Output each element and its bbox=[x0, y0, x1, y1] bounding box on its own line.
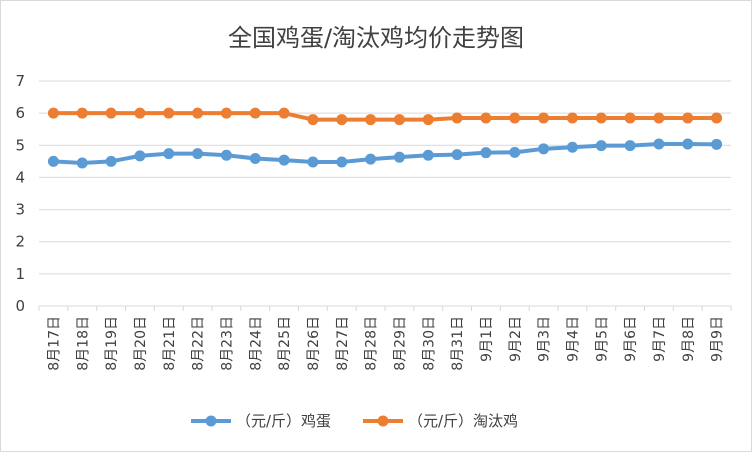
data-point bbox=[393, 114, 405, 126]
data-point bbox=[192, 148, 204, 160]
data-point bbox=[336, 114, 348, 126]
data-point bbox=[422, 149, 434, 161]
data-point bbox=[76, 107, 88, 119]
legend-swatch-marker bbox=[377, 415, 389, 427]
y-axis-ticks: 0 1 2 3 4 5 6 7 bbox=[15, 72, 25, 315]
y-tick-label: 6 bbox=[15, 104, 25, 122]
x-tick-label: 9月3日 bbox=[537, 316, 553, 362]
x-tick-label: 9月4日 bbox=[565, 316, 581, 362]
data-point bbox=[220, 107, 232, 119]
x-tick-label: 9月5日 bbox=[594, 316, 610, 362]
data-point bbox=[134, 107, 146, 119]
chart-title: 全国鸡蛋/淘汰鸡均价走势图 bbox=[228, 24, 524, 52]
x-tick-label: 8月21日 bbox=[162, 316, 178, 371]
x-tick-label: 8月26日 bbox=[306, 316, 322, 371]
data-point bbox=[711, 112, 723, 124]
x-tick-label: 8月20日 bbox=[133, 316, 149, 371]
x-tick-label: 9月1日 bbox=[479, 316, 495, 362]
x-tick-label: 9月2日 bbox=[508, 316, 524, 362]
data-point bbox=[711, 138, 723, 150]
y-tick-label: 2 bbox=[15, 233, 25, 251]
y-tick-label: 3 bbox=[15, 201, 25, 219]
data-point bbox=[509, 112, 521, 124]
x-tick-label: 8月31日 bbox=[450, 316, 466, 371]
data-point bbox=[451, 112, 463, 124]
data-point bbox=[595, 140, 607, 152]
y-tick-label: 5 bbox=[15, 136, 25, 154]
y-tick-label: 1 bbox=[15, 265, 25, 283]
data-point bbox=[509, 146, 521, 158]
x-tick-label: 8月29日 bbox=[392, 316, 408, 371]
data-point bbox=[365, 153, 377, 165]
series-line-1 bbox=[51, 111, 719, 122]
data-point bbox=[624, 112, 636, 124]
data-point bbox=[307, 114, 319, 126]
data-point bbox=[192, 107, 204, 119]
data-point bbox=[595, 112, 607, 124]
legend-label: （元/斤）淘汰鸡 bbox=[408, 412, 518, 430]
legend-swatch-marker bbox=[205, 415, 217, 427]
data-point bbox=[566, 141, 578, 153]
x-tick-label: 8月24日 bbox=[248, 316, 264, 371]
x-tick-label: 8月18日 bbox=[75, 316, 91, 371]
series-layer bbox=[47, 107, 723, 169]
data-point bbox=[393, 151, 405, 163]
data-point bbox=[76, 157, 88, 169]
data-point bbox=[336, 156, 348, 168]
data-point bbox=[653, 138, 665, 150]
data-point bbox=[538, 112, 550, 124]
data-point bbox=[566, 112, 578, 124]
x-tick-label: 9月8日 bbox=[681, 316, 697, 362]
data-point bbox=[307, 156, 319, 168]
x-tick-label: 9月6日 bbox=[623, 316, 639, 362]
data-point bbox=[163, 107, 175, 119]
series-line-0 bbox=[51, 142, 719, 165]
y-tick-label: 0 bbox=[15, 297, 25, 315]
legend-label: （元/斤）鸡蛋 bbox=[236, 412, 331, 430]
data-point bbox=[451, 149, 463, 161]
data-point bbox=[480, 112, 492, 124]
data-point bbox=[47, 107, 59, 119]
data-point bbox=[47, 155, 59, 167]
legend: （元/斤）鸡蛋 （元/斤）淘汰鸡 bbox=[191, 412, 518, 430]
data-point bbox=[105, 155, 117, 167]
data-point bbox=[249, 107, 261, 119]
data-point bbox=[538, 143, 550, 155]
data-point bbox=[134, 150, 146, 162]
data-point bbox=[480, 147, 492, 159]
data-point bbox=[163, 148, 175, 160]
x-tick-label: 8月23日 bbox=[219, 316, 235, 371]
data-point bbox=[278, 154, 290, 166]
data-point bbox=[220, 149, 232, 161]
data-point bbox=[624, 140, 636, 152]
data-point bbox=[422, 114, 434, 126]
x-tick-label: 9月7日 bbox=[652, 316, 668, 362]
data-point bbox=[682, 138, 694, 150]
x-tick-label: 8月19日 bbox=[104, 316, 120, 371]
x-axis-ticks: 8月17日 8月18日 8月19日 8月20日 8月21日 8月22日 8月23日 8月24日… bbox=[46, 316, 725, 371]
x-tick-label: 9月9日 bbox=[710, 316, 726, 362]
data-point bbox=[682, 112, 694, 124]
x-tick-label: 8月30日 bbox=[421, 316, 437, 371]
data-point bbox=[278, 107, 290, 119]
data-point bbox=[249, 152, 261, 164]
y-tick-label: 7 bbox=[15, 72, 25, 90]
x-tick-label: 8月25日 bbox=[277, 316, 293, 371]
x-tick-label: 8月28日 bbox=[364, 316, 380, 371]
data-point bbox=[105, 107, 117, 119]
x-tick-label: 8月27日 bbox=[335, 316, 351, 371]
x-tick-label: 8月22日 bbox=[191, 316, 207, 371]
y-tick-label: 4 bbox=[15, 168, 25, 186]
data-point bbox=[653, 112, 665, 124]
data-point bbox=[365, 114, 377, 126]
x-tick-label: 8月17日 bbox=[46, 316, 62, 371]
